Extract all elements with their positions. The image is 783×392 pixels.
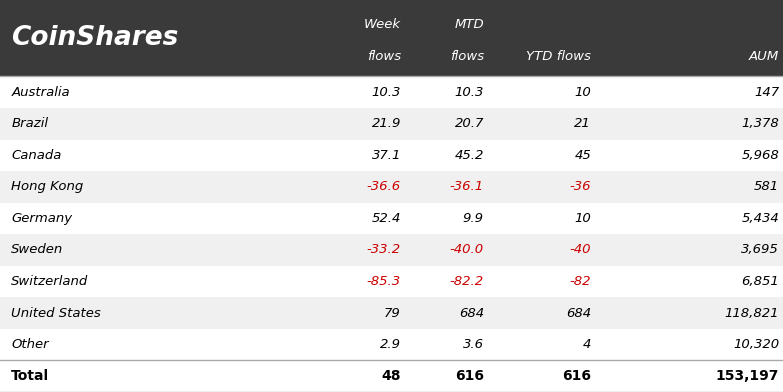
Text: Australia: Australia [11, 86, 70, 99]
Bar [0, 329, 783, 361]
Bar [0, 108, 783, 140]
Text: 48: 48 [381, 369, 401, 383]
Text: -82: -82 [570, 275, 591, 288]
Text: -36.1: -36.1 [449, 180, 484, 193]
Text: Total: Total [11, 369, 49, 383]
Text: 4: 4 [583, 338, 591, 351]
Text: 5,434: 5,434 [742, 212, 779, 225]
Text: Brazil: Brazil [11, 117, 49, 130]
Text: 10.3: 10.3 [454, 86, 484, 99]
Text: 37.1: 37.1 [371, 149, 401, 162]
Text: 21.9: 21.9 [371, 117, 401, 130]
Text: Germany: Germany [11, 212, 72, 225]
Bar [0, 266, 783, 297]
Text: -36: -36 [570, 180, 591, 193]
Text: 9.9: 9.9 [463, 212, 484, 225]
Text: 118,821: 118,821 [724, 307, 779, 319]
Text: United States: United States [11, 307, 101, 319]
Text: 10: 10 [575, 86, 591, 99]
Text: -82.2: -82.2 [449, 275, 484, 288]
Text: 1,378: 1,378 [742, 117, 779, 130]
Text: CoinShares: CoinShares [11, 25, 179, 51]
Text: AUM: AUM [749, 50, 779, 63]
Text: 10,320: 10,320 [733, 338, 779, 351]
Text: 6,851: 6,851 [742, 275, 779, 288]
Text: -40: -40 [570, 243, 591, 256]
Text: 45: 45 [575, 149, 591, 162]
Text: 616: 616 [455, 369, 484, 383]
Text: 684: 684 [566, 307, 591, 319]
Text: 147: 147 [754, 86, 779, 99]
Text: flows: flows [366, 50, 401, 63]
Text: Week: Week [364, 18, 401, 31]
Bar [0, 234, 783, 266]
Bar [0, 76, 783, 108]
Text: 5,968: 5,968 [742, 149, 779, 162]
Bar [0, 361, 783, 392]
Text: flows: flows [449, 50, 484, 63]
Text: 20.7: 20.7 [454, 117, 484, 130]
Text: 3.6: 3.6 [463, 338, 484, 351]
Bar [0, 0, 783, 76]
Text: YTD flows: YTD flows [526, 50, 591, 63]
Text: Sweden: Sweden [11, 243, 63, 256]
Bar [0, 297, 783, 329]
Text: 10: 10 [575, 212, 591, 225]
Text: -40.0: -40.0 [449, 243, 484, 256]
Text: 10.3: 10.3 [371, 86, 401, 99]
Text: Hong Kong: Hong Kong [11, 180, 84, 193]
Text: Other: Other [11, 338, 49, 351]
Bar [0, 203, 783, 234]
Text: 79: 79 [384, 307, 401, 319]
Text: 684: 684 [459, 307, 484, 319]
Text: -85.3: -85.3 [366, 275, 401, 288]
Text: 21: 21 [575, 117, 591, 130]
Bar [0, 140, 783, 171]
Text: 616: 616 [562, 369, 591, 383]
Text: 45.2: 45.2 [454, 149, 484, 162]
Text: Canada: Canada [11, 149, 62, 162]
Text: -33.2: -33.2 [366, 243, 401, 256]
Text: 52.4: 52.4 [371, 212, 401, 225]
Text: -36.6: -36.6 [366, 180, 401, 193]
Text: 2.9: 2.9 [380, 338, 401, 351]
Text: 153,197: 153,197 [716, 369, 779, 383]
Text: 3,695: 3,695 [742, 243, 779, 256]
Text: MTD: MTD [454, 18, 484, 31]
Bar [0, 171, 783, 203]
Text: 581: 581 [754, 180, 779, 193]
Text: Switzerland: Switzerland [11, 275, 88, 288]
